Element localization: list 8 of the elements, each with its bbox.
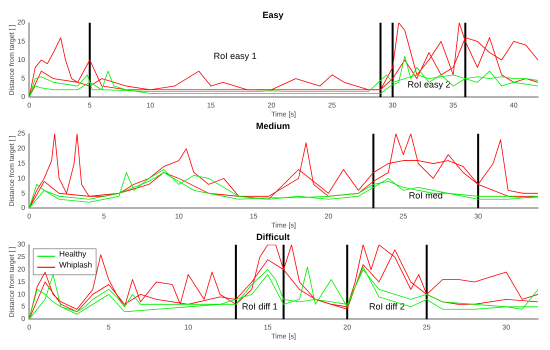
chart-title: Easy: [262, 10, 284, 20]
legend-label: Whiplash: [59, 260, 92, 270]
annotation: RoI easy 1: [214, 50, 257, 61]
chart-title: Difficult: [256, 232, 290, 242]
chart-title: Medium: [256, 120, 290, 131]
legend-label: Healthy: [59, 249, 86, 258]
annotation: RoI med: [408, 190, 443, 201]
annotation: RoI diff 1: [242, 302, 278, 312]
